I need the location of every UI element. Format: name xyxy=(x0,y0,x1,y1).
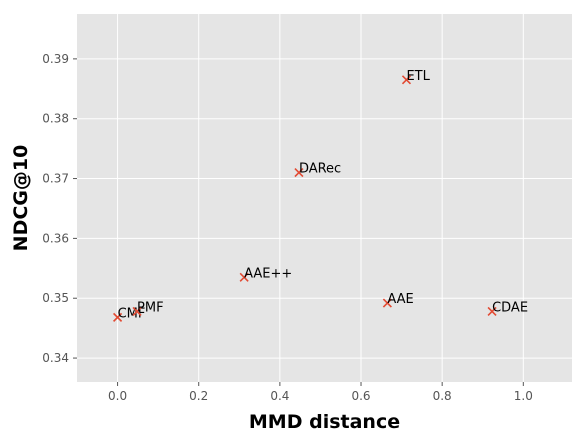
point-marker xyxy=(487,306,497,316)
x-axis-title: MMD distance xyxy=(249,411,400,433)
data-point: AAE++ xyxy=(239,266,292,282)
y-tick-label: 0.36 xyxy=(42,231,69,245)
point-label: AAE xyxy=(387,292,413,307)
grid xyxy=(77,14,572,382)
data-point: CDAE xyxy=(487,300,528,316)
point-label: AAE++ xyxy=(244,266,292,281)
point-marker xyxy=(239,272,249,282)
x-axis: 0.0 0.2 0.4 0.6 0.8 1.0 xyxy=(108,382,533,403)
y-tick-label: 0.37 xyxy=(42,172,69,186)
data-point: DARec xyxy=(294,162,341,178)
point-marker xyxy=(382,298,392,308)
y-tick-label: 0.39 xyxy=(42,52,69,66)
data-point: ETL xyxy=(401,69,431,85)
point-marker xyxy=(294,168,304,178)
point-label: DARec xyxy=(299,162,341,177)
x-tick-label: 0.8 xyxy=(433,389,452,403)
data-point: PMF xyxy=(132,300,164,316)
y-axis-title: NDCG@10 xyxy=(10,145,32,252)
y-axis: 0.34 0.35 0.36 0.37 0.38 0.39 xyxy=(42,52,77,365)
point-marker xyxy=(132,306,142,316)
data-point: AAE xyxy=(382,292,414,308)
point-label: CDAE xyxy=(492,300,528,315)
x-tick-label: 0.4 xyxy=(270,389,289,403)
x-tick-label: 0.6 xyxy=(351,389,370,403)
point-marker xyxy=(401,75,412,85)
point-marker xyxy=(113,312,123,322)
point-label: ETL xyxy=(406,69,430,84)
x-tick-label: 0.0 xyxy=(108,389,127,403)
plot-area xyxy=(77,14,572,382)
x-tick-label: 1.0 xyxy=(514,389,533,403)
y-tick-label: 0.34 xyxy=(42,351,69,365)
y-tick-label: 0.35 xyxy=(42,291,69,305)
x-tick-label: 0.2 xyxy=(189,389,208,403)
point-label: PMF xyxy=(137,300,164,315)
y-tick-label: 0.38 xyxy=(42,112,69,126)
